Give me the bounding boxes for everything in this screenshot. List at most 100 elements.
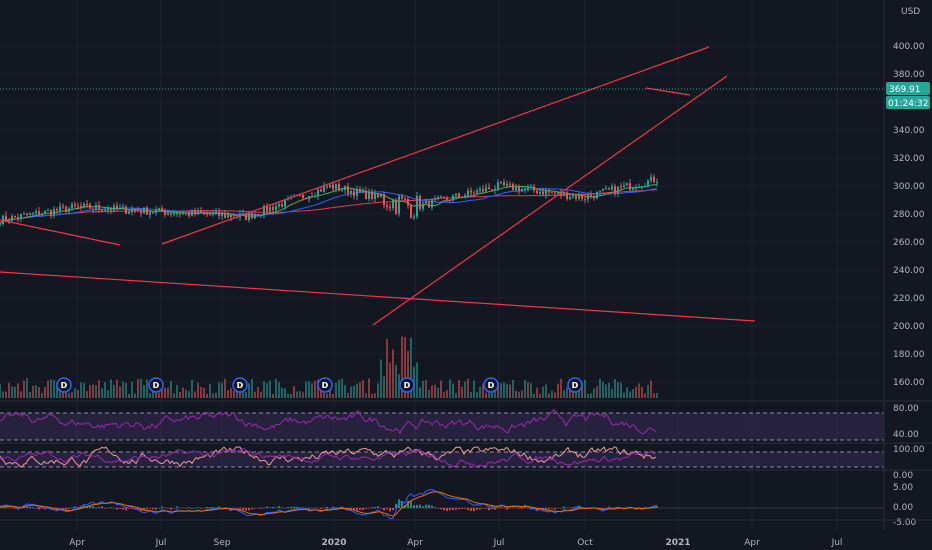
candle-body (518, 186, 520, 192)
candle-body (596, 191, 598, 199)
volume-bar (89, 385, 91, 398)
volume-bar (542, 386, 544, 398)
time-axis[interactable]: Apr Jul Sep 2020 Apr Jul Oct 2021 Apr Jul (69, 538, 842, 548)
macd-hist-bar (383, 508, 385, 511)
candle-body (338, 184, 340, 191)
candle-body (641, 186, 643, 188)
candle-body (86, 203, 88, 205)
candle-body (461, 196, 463, 198)
candle-body (116, 205, 118, 209)
x-tick-label: Oct (577, 538, 593, 548)
candle-body (611, 186, 613, 190)
dividend-label: D (488, 381, 495, 390)
macd-hist-bar (503, 508, 505, 509)
volume-bar (20, 391, 22, 398)
macd-hist-bar (86, 506, 88, 508)
volume-bar (455, 392, 457, 398)
macd-hist-bar (464, 508, 466, 509)
candle-body (476, 190, 478, 194)
candle-body (359, 189, 361, 193)
candle-body (599, 190, 601, 192)
macd-hist-bar (575, 506, 577, 508)
dividend-icon (567, 377, 583, 393)
candle-body (41, 213, 43, 216)
volume-bar (587, 393, 589, 398)
volume-bar (323, 392, 325, 398)
volume-bar (284, 388, 286, 398)
stoch-d-line (0, 447, 657, 468)
macd-hist-bar (455, 508, 457, 510)
trendline (372, 75, 728, 326)
volume-bar (23, 380, 25, 398)
macd-hist-bar (548, 508, 550, 510)
macd-hist-bar (278, 506, 280, 508)
macd-hist-bar (311, 508, 313, 509)
trendlines[interactable] (0, 46, 884, 326)
macd-hist-bar (71, 507, 73, 509)
candle-body (482, 188, 484, 192)
volume-bar (575, 388, 577, 398)
candle-body (527, 187, 529, 189)
volume-bar (26, 378, 28, 398)
pane-tick-label: 100.00 (893, 445, 925, 455)
candle-body (383, 194, 385, 206)
candle-body (149, 212, 151, 215)
macd-hist-bar (323, 507, 325, 509)
countdown-tag (886, 96, 930, 109)
macd-hist-bar (14, 508, 16, 509)
candle-body (68, 208, 70, 212)
dividend-label: D (61, 381, 68, 390)
volume-bar (11, 386, 13, 398)
candlesticks (0, 173, 658, 227)
macd-hist-bar (41, 508, 43, 509)
macd-hist-bar (413, 505, 415, 508)
candle-body (566, 192, 568, 199)
volume-bar (233, 390, 235, 398)
macd-hist-bar (203, 507, 205, 509)
volume-bar (311, 383, 313, 398)
volume-bar (362, 380, 364, 398)
candle-body (65, 206, 67, 212)
volume-bar (278, 382, 280, 398)
candle-body (275, 206, 277, 210)
x-tick-label: 2020 (321, 538, 346, 548)
volume-bar (119, 386, 121, 398)
candle-body (458, 193, 460, 197)
macd-hist-bar (191, 508, 193, 509)
macd-hist-bar (359, 508, 361, 510)
volume-bar (320, 388, 322, 398)
macd-hist-bar (206, 507, 208, 508)
dividend-label: D (153, 381, 160, 390)
volume-bar (122, 381, 124, 398)
volume-bar (197, 382, 199, 398)
volume-bar (581, 383, 583, 398)
candle-body (77, 205, 79, 207)
candle-body (473, 192, 475, 194)
volume-bar (335, 382, 337, 398)
macd-hist-bar (497, 508, 499, 509)
volume-bar (440, 380, 442, 398)
candle-body (104, 210, 106, 212)
macd-hist-bar (26, 505, 28, 508)
candle-body (638, 186, 640, 188)
pane-tick-label: 80.00 (893, 404, 919, 414)
volume-bar (497, 382, 499, 398)
candle-body (83, 203, 85, 207)
moving-averages (0, 184, 658, 225)
candle-body (248, 213, 250, 221)
candle-body (578, 194, 580, 199)
volume-bar (8, 382, 10, 398)
macd-hist-bar (77, 507, 79, 508)
candle-body (584, 198, 586, 200)
macd-hist-bar (149, 508, 151, 509)
dividend-label: D (404, 381, 411, 390)
candle-body (506, 183, 508, 186)
volume-bar (566, 387, 568, 398)
volume-bar (218, 382, 220, 398)
macd-hist-bar (179, 507, 181, 509)
volume-bar (644, 393, 646, 398)
candle-body (203, 213, 205, 215)
macd-hist-bar (407, 500, 409, 508)
macd-hist-bar (434, 507, 436, 508)
